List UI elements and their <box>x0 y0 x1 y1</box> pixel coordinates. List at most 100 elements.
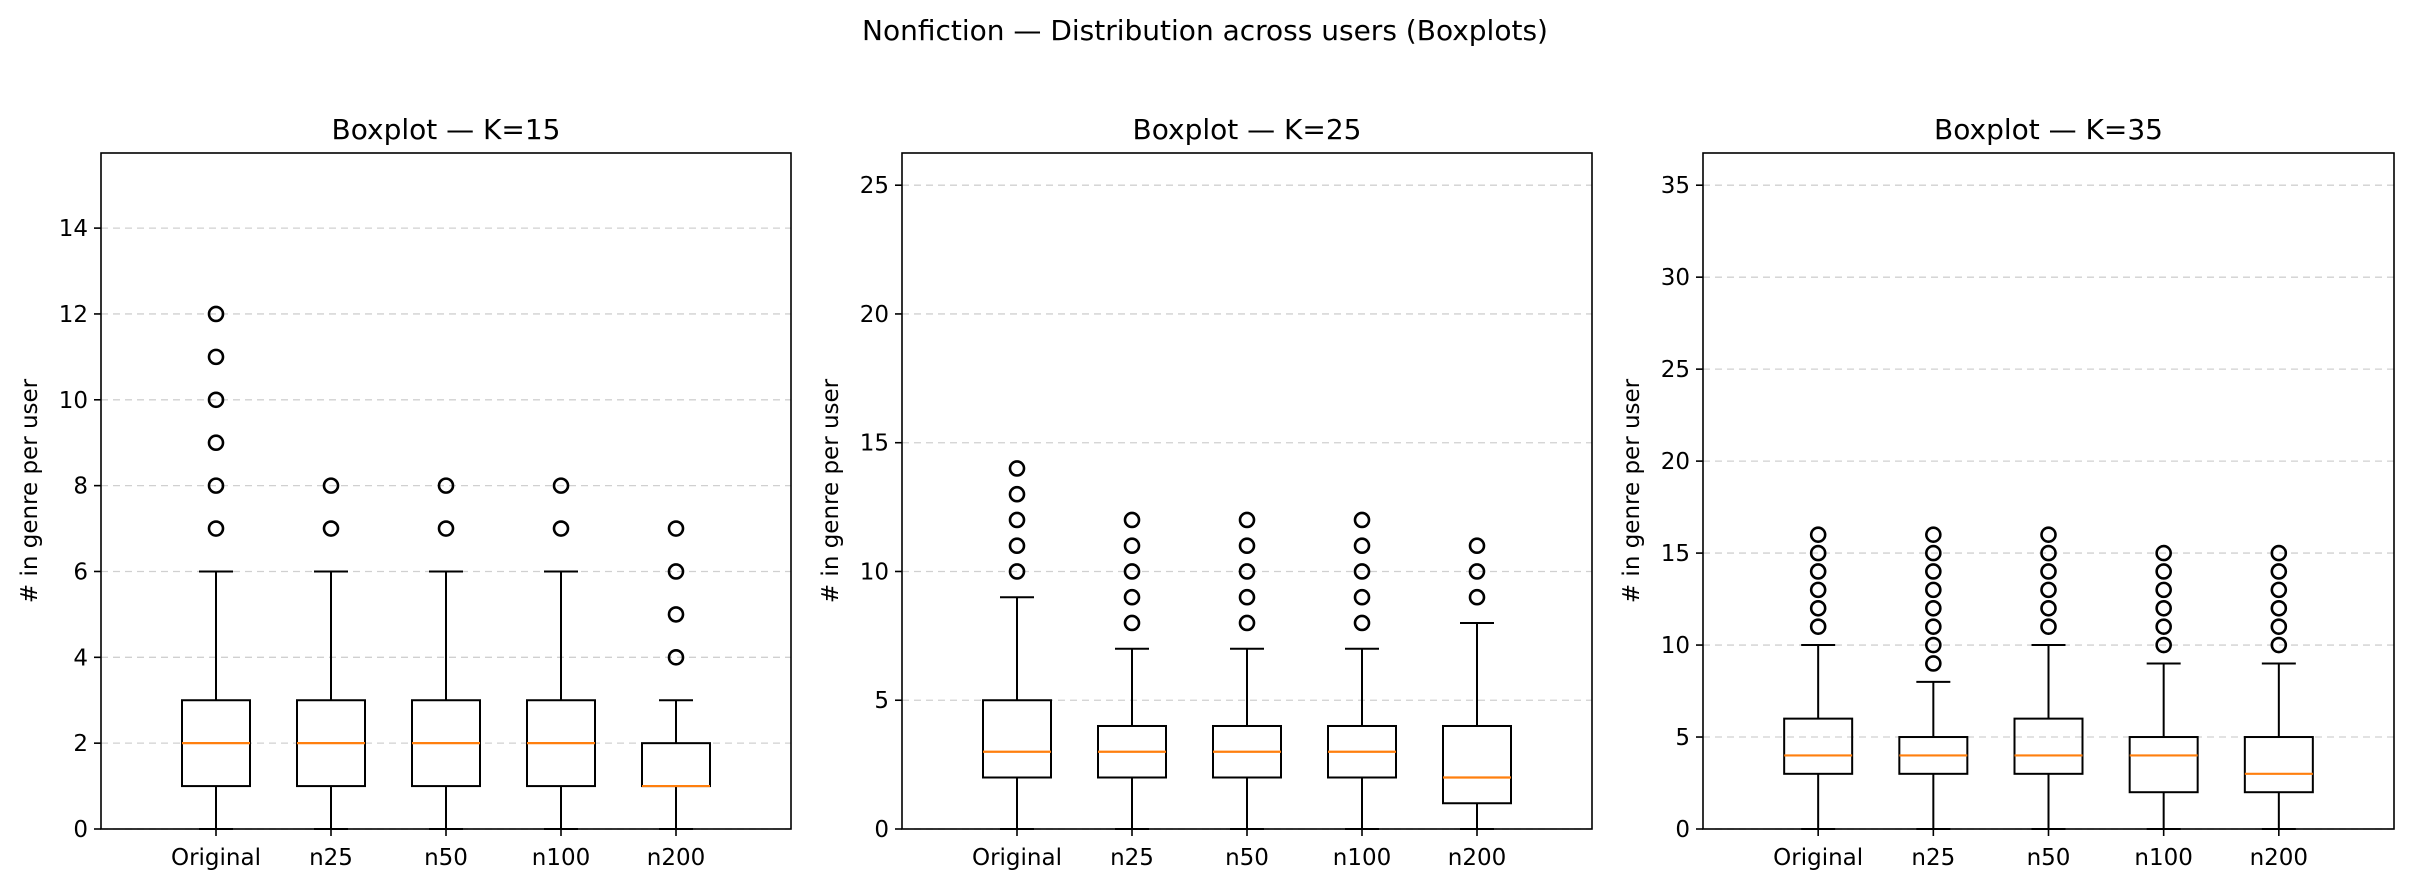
iqr-box <box>2128 736 2199 794</box>
outlier-point <box>437 477 455 494</box>
outlier-point <box>2270 581 2288 599</box>
y-tick-label: 5 <box>1675 725 1690 751</box>
outlier-point <box>1123 537 1141 555</box>
outlier-point <box>667 520 685 537</box>
outlier-point <box>2040 581 2057 599</box>
box-n100 <box>1327 511 1397 830</box>
outlier-point <box>1123 511 1141 529</box>
outlier-point <box>1008 485 1026 503</box>
outlier-point <box>437 520 455 537</box>
y-tick-label: 25 <box>1661 357 1690 383</box>
y-tick-label: 10 <box>59 388 88 414</box>
box-Original <box>181 305 251 830</box>
iqr-box <box>2243 736 2314 794</box>
outlier-point <box>667 649 685 666</box>
outlier-point <box>1925 655 1942 672</box>
y-axis-label: # in genre per user <box>17 378 43 603</box>
figure-title: Nonfiction — Distribution across users (… <box>862 14 1548 47</box>
outlier-point <box>322 520 340 537</box>
x-tick-label: n200 <box>1448 845 1506 871</box>
y-tick-label: 14 <box>59 216 88 242</box>
outlier-point <box>2270 563 2288 580</box>
box-n50 <box>1212 511 1282 830</box>
box-n200 <box>1442 537 1512 830</box>
y-tick-label: 5 <box>874 688 889 714</box>
outlier-point <box>2040 599 2057 617</box>
x-tick-label: n100 <box>1333 845 1391 871</box>
outlier-point <box>1123 563 1141 580</box>
outlier-point <box>1809 581 1827 599</box>
y-tick-label: 0 <box>874 817 889 843</box>
outlier-point <box>207 391 225 409</box>
outlier-point <box>2155 636 2172 654</box>
x-tick-label: n25 <box>1110 845 1154 871</box>
outlier-point <box>2040 618 2057 635</box>
outlier-point <box>2155 599 2172 617</box>
iqr-box <box>982 699 1052 779</box>
outlier-point <box>667 563 685 580</box>
outlier-point <box>1008 511 1026 529</box>
iqr-box <box>1442 724 1512 805</box>
outlier-point <box>1925 599 1942 617</box>
outlier-point <box>1238 563 1256 580</box>
y-tick-label: 30 <box>1661 265 1690 291</box>
outlier-point <box>667 606 685 623</box>
y-tick-label: 20 <box>860 302 889 328</box>
outlier-point <box>1925 563 1942 580</box>
outlier-point <box>207 434 225 452</box>
panel-3: 0 5 10 15 20 25 30 35 Original n25 n50 n100 n200 Boxp… <box>1619 113 2395 871</box>
outlier-point <box>1008 563 1026 580</box>
outlier-point <box>1468 563 1486 580</box>
y-tick-label: 0 <box>1675 817 1690 843</box>
x-tick-label: Original <box>1773 845 1863 871</box>
outlier-point <box>1468 588 1486 606</box>
outlier-point <box>1123 588 1141 606</box>
outlier-point <box>1238 537 1256 555</box>
y-axis-label: # in genre per user <box>818 378 844 603</box>
outlier-point <box>1008 460 1026 477</box>
outlier-point <box>552 477 570 494</box>
iqr-box <box>2013 717 2084 775</box>
outlier-point <box>1925 581 1942 599</box>
outlier-point <box>1925 544 1942 562</box>
y-tick-label: 4 <box>73 645 88 671</box>
x-tick-label: n200 <box>2250 845 2308 871</box>
plot-frame <box>100 152 792 830</box>
outlier-point <box>2040 544 2057 562</box>
outlier-point <box>1353 537 1371 555</box>
x-tick-label: Original <box>972 845 1062 871</box>
outlier-point <box>2155 544 2172 562</box>
y-tick-label: 15 <box>860 431 889 457</box>
box-n50 <box>2013 526 2084 830</box>
panel-1: 0 2 4 6 8 10 12 14 Original n25 n50 n100 n200 Boxplot… <box>17 113 792 871</box>
outlier-point <box>2040 526 2057 543</box>
iqr-box <box>1783 717 1854 775</box>
y-tick-label: 0 <box>73 817 88 843</box>
outlier-point <box>1238 511 1256 529</box>
x-tick-label: n100 <box>532 845 590 871</box>
outlier-point <box>1925 636 1942 654</box>
outlier-point <box>322 477 340 494</box>
y-tick-label: 35 <box>1661 173 1690 199</box>
outlier-point <box>2270 544 2288 562</box>
box-n100 <box>526 477 596 830</box>
panel-title: Boxplot — K=25 <box>1133 113 1362 146</box>
panel-title: Boxplot — K=15 <box>332 113 561 146</box>
outlier-point <box>1809 526 1827 543</box>
outlier-point <box>1123 614 1141 632</box>
outlier-point <box>1353 588 1371 606</box>
y-tick-label: 25 <box>860 173 889 199</box>
panel-title: Boxplot — K=35 <box>1934 113 2163 146</box>
outlier-point <box>207 348 225 366</box>
box-Original <box>982 460 1052 830</box>
x-tick-label: n50 <box>2027 845 2071 871</box>
outlier-point <box>2040 563 2057 580</box>
outlier-point <box>1809 563 1827 580</box>
panels: 0 2 4 6 8 10 12 14 Original n25 n50 n100 n200 Boxplot… <box>17 113 2395 871</box>
plot-frame <box>901 152 1593 830</box>
box-n25 <box>296 477 366 830</box>
outlier-point <box>1353 563 1371 580</box>
outlier-point <box>2155 618 2172 635</box>
box-n200 <box>641 520 711 830</box>
